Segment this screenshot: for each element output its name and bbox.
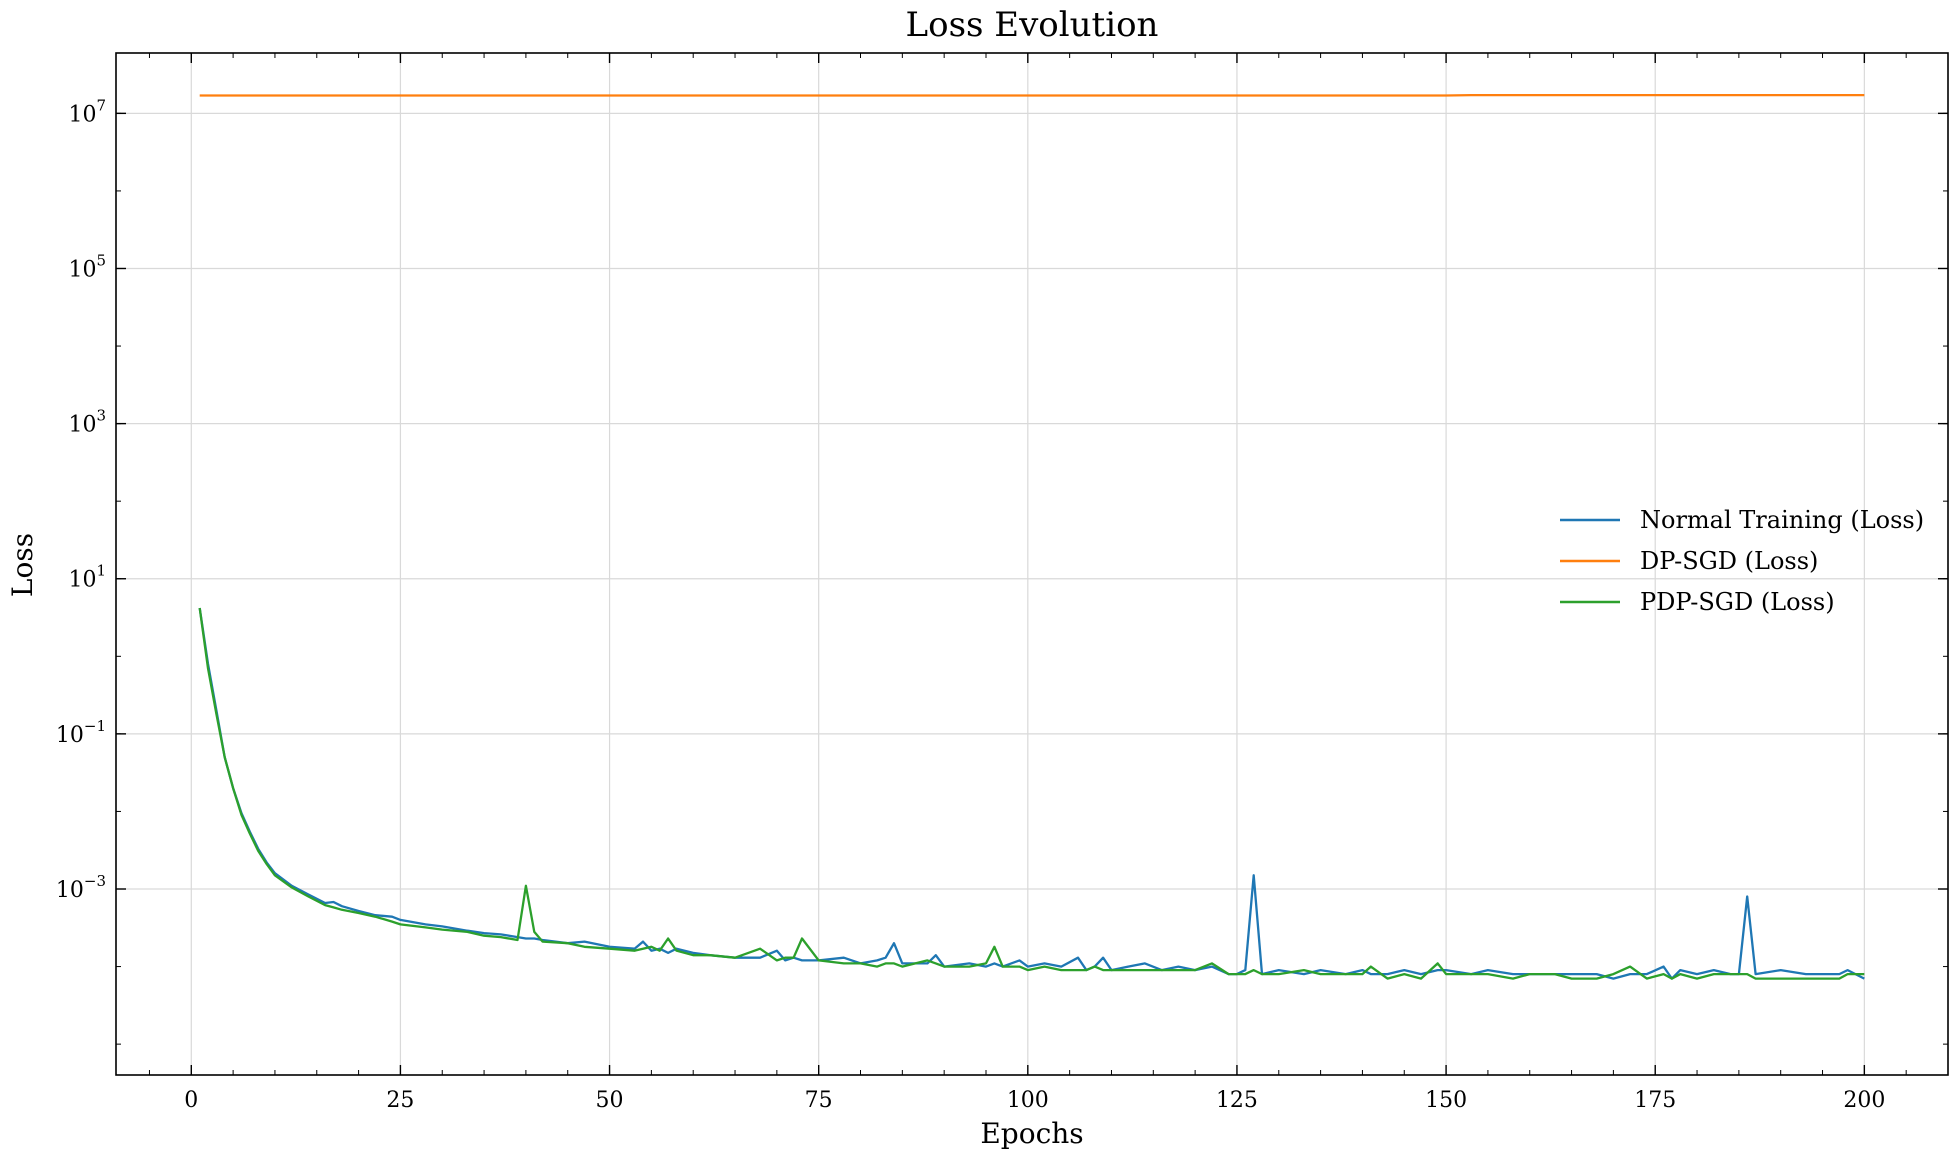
legend: Normal Training (Loss) DP-SGD (Loss) PDP-S… — [1560, 506, 1924, 616]
y-tick-label-exponent: −1 — [84, 717, 106, 735]
plot-frame — [115, 52, 1949, 1076]
legend-label: DP-SGD (Loss) — [1640, 547, 1818, 575]
x-tick-label: 150 — [1425, 1088, 1467, 1113]
series-line-3 — [198, 607, 1865, 980]
y-tick-label-base: 10 — [68, 413, 96, 438]
y-tick-label: 10−1 — [56, 717, 106, 748]
x-tick-label: 125 — [1216, 1088, 1258, 1113]
y-tick-label: 10−3 — [56, 872, 106, 903]
x-tick-label: 50 — [596, 1088, 624, 1113]
y-tick-label-base: 10 — [68, 257, 96, 282]
x-tick-label: 175 — [1634, 1088, 1676, 1113]
y-tick-label-exponent: 7 — [96, 96, 106, 114]
y-tick-label: 107 — [68, 96, 106, 127]
x-tick-label: 25 — [386, 1088, 414, 1113]
x-tick-label: 100 — [1007, 1088, 1049, 1113]
y-tick-label-base: 10 — [56, 878, 84, 903]
y-axis-title: Loss — [6, 533, 39, 597]
y-tick-label: 105 — [68, 251, 106, 282]
axis-ticks — [116, 53, 1948, 1075]
series-line-1 — [198, 607, 1865, 980]
x-tick-labels: 0 25 50 75 100 125 150 175 200 — [184, 1088, 1885, 1113]
x-tick-label: 200 — [1843, 1088, 1885, 1113]
y-tick-label: 103 — [68, 407, 106, 438]
y-tick-label-base: 10 — [68, 568, 96, 593]
y-tick-label-exponent: −3 — [84, 872, 106, 890]
y-tick-label-base: 10 — [56, 723, 84, 748]
y-tick-label-exponent: 3 — [96, 407, 106, 425]
x-tick-label: 0 — [184, 1088, 198, 1113]
grid-lines — [116, 53, 1948, 1075]
legend-label: Normal Training (Loss) — [1640, 506, 1924, 534]
x-tick-label: 75 — [805, 1088, 833, 1113]
chart-title: Loss Evolution — [906, 5, 1159, 45]
y-tick-label-base: 10 — [68, 102, 96, 127]
y-tick-label-exponent: 1 — [96, 562, 106, 580]
x-axis-title: Epochs — [980, 1117, 1083, 1150]
legend-label: PDP-SGD (Loss) — [1640, 588, 1835, 616]
series-lines — [198, 93, 1865, 980]
y-tick-label: 101 — [68, 562, 106, 593]
y-tick-label-exponent: 5 — [96, 251, 106, 269]
